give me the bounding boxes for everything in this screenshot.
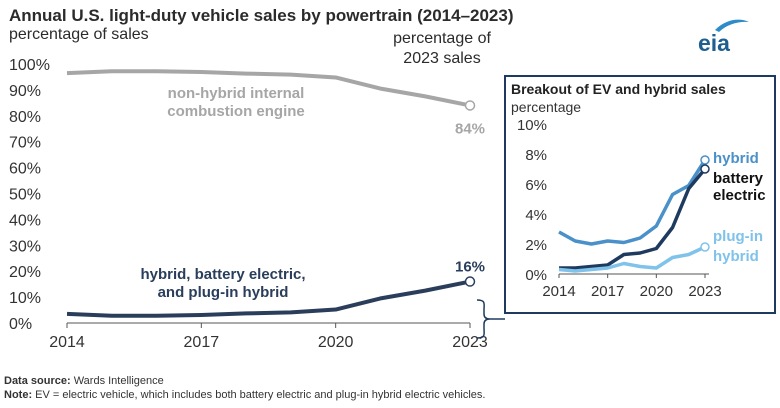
inset-series-end-point xyxy=(700,155,710,165)
y-tick-label: 50% xyxy=(9,187,41,204)
series-line xyxy=(66,279,471,318)
y-tick-label: 100% xyxy=(9,57,50,74)
y-tick-label: 30% xyxy=(9,238,41,255)
right-axis-unit-line1: percentage of xyxy=(393,30,491,47)
inset-x-tick-label: 2014 xyxy=(542,283,575,300)
main-chart: 0% 10% 20% 30% 40% 50% 60% 70% 80% 90% 100% 2014 201… xyxy=(9,57,488,351)
y-tick-label: 80% xyxy=(9,109,41,126)
chart-title: Annual U.S. light-duty vehicle sales by … xyxy=(9,6,514,25)
source-text: Wards Intelligence xyxy=(70,375,164,387)
note: Note: EV = electric vehicle, which inclu… xyxy=(4,389,485,401)
source-label: Data source: xyxy=(4,375,71,387)
inset-series-label: plug-in xyxy=(713,228,763,245)
y-tick-label: 60% xyxy=(9,161,41,178)
inset-series-label: hybrid xyxy=(713,248,759,265)
eia-logo-icon: eia xyxy=(698,19,749,56)
inset-y-tick-label: 2% xyxy=(525,237,547,254)
note-label: Note: xyxy=(4,389,33,401)
y-tick-label: 10% xyxy=(9,290,41,307)
series-name-label: hybrid, battery electric, xyxy=(140,266,305,283)
inset-y-tick-label: 6% xyxy=(525,177,547,194)
inset-series-line xyxy=(559,167,707,270)
inset-series-line xyxy=(558,159,707,246)
bracket-connector xyxy=(476,299,505,339)
y-tick-label: 90% xyxy=(9,83,41,100)
inset-series-label: battery xyxy=(713,170,764,187)
y-tick-label: 70% xyxy=(9,135,41,152)
inset-series-label: electric xyxy=(713,187,766,204)
inset-series-label: hybrid xyxy=(713,150,759,167)
eia-logo-swoosh xyxy=(715,19,749,32)
y-tick-label: 40% xyxy=(9,212,41,229)
left-axis-unit: percentage of sales xyxy=(9,26,149,43)
series-name-label: combustion engine xyxy=(167,103,305,120)
inset-x-tick-label: 2020 xyxy=(640,283,673,300)
inset-series-end-point xyxy=(700,164,710,174)
series-end-point xyxy=(464,100,476,111)
eia-logo-text: eia xyxy=(698,30,730,56)
ev-breakout-chart: Breakout of EV and hybrid sales percentag… xyxy=(511,81,766,300)
x-tick-label: 2020 xyxy=(318,334,354,351)
data-source: Data source: Wards Intelligence xyxy=(4,375,164,387)
inset-series-end-point xyxy=(700,242,710,252)
inset-x-tick-label: 2023 xyxy=(688,283,721,300)
series-line xyxy=(66,69,471,108)
inset-y-tick-label: 10% xyxy=(517,117,547,134)
right-axis-unit-line2: 2023 sales xyxy=(403,50,480,67)
x-tick-label: 2014 xyxy=(49,334,85,351)
inset-y-tick-label: 4% xyxy=(525,207,547,224)
series-name-label: non-hybrid internal xyxy=(168,85,305,102)
series-end-point xyxy=(464,276,476,287)
bracket-line xyxy=(476,299,491,339)
inset-y-tick-label: 0% xyxy=(525,267,547,284)
inset-title: Breakout of EV and hybrid sales xyxy=(511,81,726,97)
x-tick-label: 2017 xyxy=(184,334,220,351)
series-end-label: 16% xyxy=(455,259,485,276)
y-tick-label: 0% xyxy=(9,316,32,333)
series-end-label: 84% xyxy=(455,120,485,137)
inset-x-tick-label: 2017 xyxy=(591,283,624,300)
y-tick-label: 20% xyxy=(9,264,41,281)
inset-y-unit: percentage xyxy=(511,99,581,115)
series-name-label: and plug-in hybrid xyxy=(158,284,289,301)
inset-series-line xyxy=(558,245,706,273)
inset-y-tick-label: 8% xyxy=(525,147,547,164)
note-text: EV = electric vehicle, which includes bo… xyxy=(32,389,486,401)
